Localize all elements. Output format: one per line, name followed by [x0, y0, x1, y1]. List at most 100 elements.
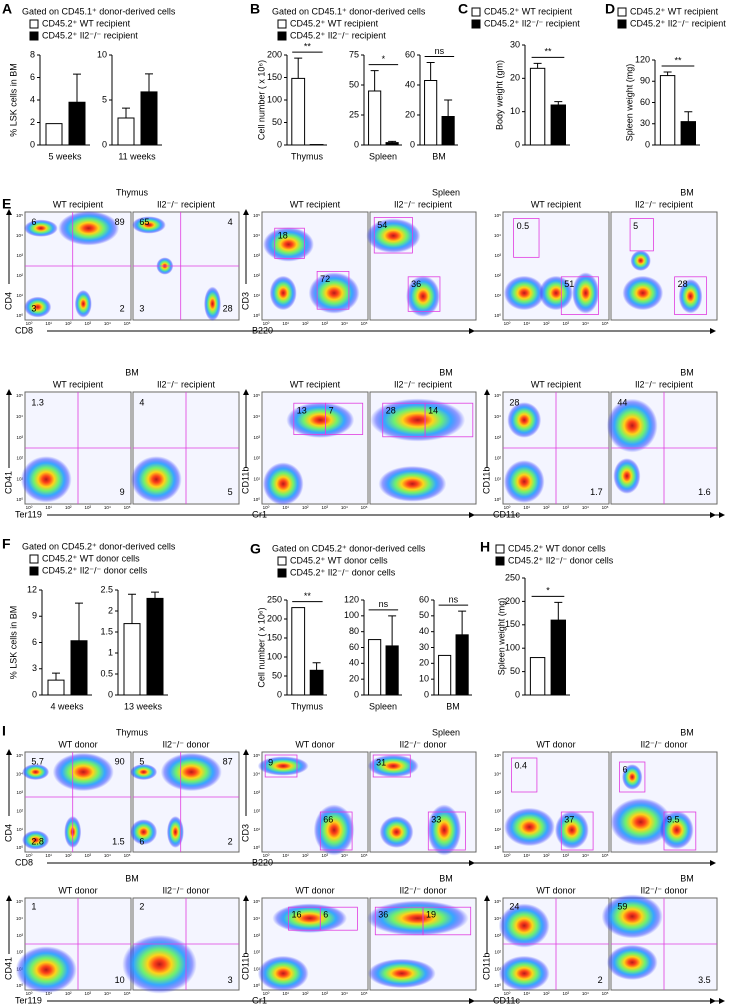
legend-label: CD45.2⁺ WT recipient [484, 6, 573, 16]
flow-tick-label: 10³ [253, 435, 260, 440]
legend-swatch [29, 554, 39, 564]
cell-population [601, 894, 663, 939]
cell-population [367, 754, 419, 778]
legend-swatch [617, 19, 627, 29]
flow-tick-label: 10⁴ [494, 414, 501, 419]
cell-population [204, 286, 221, 322]
flow-tick-label: 10³ [563, 853, 570, 858]
y-tick-label: 75 [349, 49, 359, 59]
gate-box [407, 276, 441, 312]
flow-tick-label: 10¹ [45, 991, 52, 996]
panel-title: Gated on CD45.1⁺ donor-derived cells [22, 6, 176, 16]
y-axis-label: Cell number ( x 10⁶) [256, 60, 266, 140]
significance-label: ** [304, 591, 312, 601]
bar [123, 623, 141, 696]
bar [68, 101, 86, 146]
y-tick-label: 100 [267, 651, 282, 661]
flow-tick-label: 10³ [322, 991, 329, 996]
flow-tick-label: 10² [253, 950, 260, 955]
y-tick-label: 0 [410, 139, 415, 149]
significance-label: ns [435, 46, 445, 56]
error-bar [122, 107, 130, 118]
plot-header: Il2⁻/⁻ recipient [157, 199, 216, 209]
flow-tick-label: 10³ [253, 253, 260, 258]
flow-tick-label: 10² [253, 456, 260, 461]
plot-header: Il2⁻/⁻ donor [399, 885, 446, 895]
flow-tick-label: 10³ [85, 321, 92, 326]
y-tick-label: 25 [349, 109, 359, 119]
plot-header: Il2⁻/⁻ donor [162, 739, 209, 749]
flow-tick-label: 10¹ [253, 293, 260, 298]
flow-tick-label: 10³ [16, 435, 23, 440]
population-percent: 28 [678, 279, 688, 289]
panel-letter: A [2, 1, 12, 17]
flow-tick-label: 10³ [253, 790, 260, 795]
flow-tick-label: 10⁴ [494, 233, 501, 238]
error-bar [458, 610, 467, 635]
significance-label: ns [449, 594, 459, 604]
panel-letter: F [2, 536, 11, 552]
population-percent: 0.4 [514, 760, 527, 770]
cell-population [366, 218, 421, 254]
y-tick-label: 100 [267, 94, 282, 104]
cell-population [606, 398, 658, 453]
flow-x-label: B220 [252, 325, 273, 335]
legend-label: CD45.2⁺ WT recipient [42, 18, 131, 28]
bar [291, 77, 306, 146]
flow-y-label: CD11b [481, 953, 491, 980]
flow-y-label: CD41 [3, 471, 13, 494]
flow-tick-label: 10¹ [253, 966, 260, 971]
plot-header: WT donor [536, 739, 575, 749]
population-percent: 5 [139, 756, 144, 766]
flow-tick-label: 10³ [563, 505, 570, 510]
error-bar [128, 593, 136, 624]
cell-population [263, 227, 314, 262]
flow-x-label: Gr1 [252, 509, 267, 519]
y-tick-label: 60 [640, 97, 650, 107]
flow-tick-label: 10³ [85, 853, 92, 858]
cell-population [286, 402, 355, 438]
flow-y-label: CD11b [481, 467, 491, 494]
cell-population [74, 289, 92, 318]
panel-letter: D [605, 1, 615, 17]
population-percent: 36 [411, 279, 421, 289]
panel-letter: C [458, 1, 468, 17]
flow-y-label: CD4 [3, 824, 13, 842]
flow-tick-label: 10² [253, 808, 260, 813]
population-percent: 5 [633, 221, 638, 231]
y-tick-label: 40 [349, 658, 359, 668]
flow-tick-label: 10² [65, 505, 72, 510]
flow-tick-label: 10⁵ [602, 853, 609, 858]
bar [140, 91, 158, 146]
y-tick-label: 2.5 [100, 584, 113, 594]
y-tick-label: 4 [30, 94, 35, 104]
flow-tick-label: 10⁴ [16, 772, 23, 777]
flow-tick-label: 10² [302, 321, 309, 326]
bar [146, 597, 164, 696]
flow-tick-label: 10⁰ [504, 505, 511, 510]
flow-tick-label: 10⁴ [104, 853, 111, 858]
flow-tick-label: 10⁰ [253, 845, 260, 850]
cell-population [130, 764, 158, 780]
plot-header: WT recipient [531, 199, 582, 209]
population-percent: 28 [223, 304, 233, 314]
population-percent: 4 [228, 217, 233, 227]
population-percent: 1.6 [698, 487, 711, 497]
x-axis-label: 11 weeks [118, 151, 156, 161]
cell-population [15, 946, 77, 994]
gate-box [560, 276, 599, 315]
flow-tick-label: 10⁰ [253, 313, 260, 318]
tissue-label: Spleen [432, 727, 460, 737]
significance-label: ** [544, 47, 552, 57]
error-bar [145, 73, 153, 92]
population-percent: 90 [115, 756, 125, 766]
flow-tick-label: 10² [16, 808, 23, 813]
flow-tick-label: 10² [494, 273, 501, 278]
population-percent: 7 [329, 406, 334, 416]
bar [529, 67, 546, 146]
population-percent: 2 [598, 975, 603, 985]
plot-header: WT donor [536, 885, 575, 895]
flow-tick-label: 10¹ [523, 853, 530, 858]
population-percent: 19 [426, 910, 436, 920]
flow-tick-label: 10¹ [282, 853, 289, 858]
